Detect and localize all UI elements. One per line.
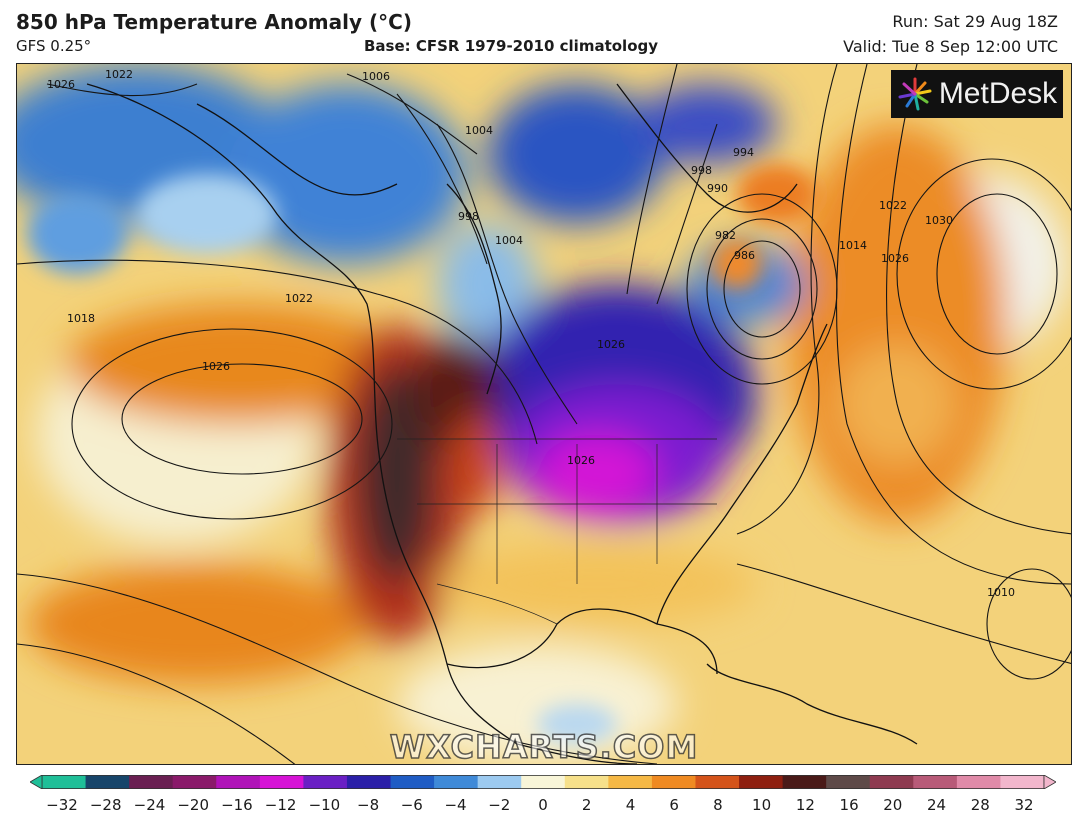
starburst-logo-icon	[898, 77, 932, 111]
metdesk-logo: MetDesk	[891, 70, 1063, 118]
contour-label: 1004	[465, 124, 493, 137]
contour-label: 994	[733, 146, 754, 159]
colorbar-segment	[956, 775, 1002, 789]
contour-label: 1022	[285, 292, 313, 305]
colorbar-segment	[1000, 775, 1045, 789]
contour-label: 998	[458, 210, 479, 223]
logo-text: MetDesk	[938, 77, 1058, 110]
contour-label: 1004	[495, 234, 523, 247]
colorbar-right-arrow	[1043, 775, 1056, 789]
colorbar-segment	[172, 775, 217, 789]
colorbar-tick-label: 16	[839, 796, 859, 814]
coastlines	[86, 83, 918, 764]
contour-label: 1022	[105, 68, 133, 81]
colorbar-tick-label: −8	[357, 796, 380, 814]
colorbar-tick-label: 28	[970, 796, 990, 814]
contour-label-group: 1022 1026 1006 1004 998 994 990 982 986 …	[47, 68, 1015, 599]
chart-title: 850 hPa Temperature Anomaly (°C)	[16, 10, 412, 34]
contour-label: 1026	[47, 78, 75, 91]
colorbar-tick-label: 4	[625, 796, 636, 814]
run-time-label: Run: Sat 29 Aug 18Z	[892, 12, 1058, 31]
colorbar-segment	[651, 775, 697, 789]
colorbar-tick-label: −16	[221, 796, 253, 814]
colorbar-tick-label: −4	[444, 796, 467, 814]
valid-time-label: Valid: Tue 8 Sep 12:00 UTC	[843, 37, 1058, 56]
colorbar-tick-label: −12	[264, 796, 297, 814]
colorbar-tick-label: −20	[177, 796, 210, 814]
colorbar-tick-label: 0	[538, 796, 548, 814]
watermark: WXCHARTS.COM	[389, 727, 699, 765]
isobars	[17, 64, 1071, 764]
colorbar-segment	[695, 775, 740, 789]
contour-label: 1026	[597, 338, 625, 351]
colorbar-segment	[477, 775, 522, 789]
contour-label: 1022	[879, 199, 907, 212]
colorbar-tick-label: 6	[669, 796, 679, 814]
colorbar-tick-label: 24	[926, 796, 947, 814]
colorbar-tick-label: 10	[752, 796, 772, 814]
contour-label: 1006	[362, 70, 390, 83]
colorbar-segment	[564, 775, 609, 789]
temperature-field-detail	[27, 164, 817, 744]
colorbar-tick-label: 32	[1014, 796, 1034, 814]
colorbar-segment	[739, 775, 784, 789]
contour-label: 1026	[567, 454, 595, 467]
contour-label: 986	[734, 249, 755, 262]
colorbar-segment	[346, 775, 392, 789]
colorbar-segment	[259, 775, 304, 789]
colorbar-segment	[390, 775, 435, 789]
contour-label: 1030	[925, 214, 953, 227]
colorbar-segment	[129, 775, 174, 789]
colorbar-tick-label: −6	[400, 796, 423, 814]
colorbar-segment	[608, 775, 653, 789]
colorbar-segment	[303, 775, 348, 789]
model-label: GFS 0.25°	[16, 37, 92, 55]
contour-label: 998	[691, 164, 712, 177]
contour-label: 982	[715, 229, 736, 242]
colorbar-tick-label: 8	[713, 796, 723, 814]
contour-label: 1026	[881, 252, 909, 265]
colorbar-segment	[216, 775, 261, 789]
contour-label: 1014	[839, 239, 867, 252]
political-borders	[397, 438, 717, 625]
colorbar-tick-label: −32	[46, 796, 78, 814]
anomaly-map[interactable]: 1022 1026 1006 1004 998 994 990 982 986 …	[16, 63, 1072, 765]
colorbar-segment	[826, 775, 871, 789]
contour-label: 990	[707, 182, 728, 195]
contour-label: 1018	[67, 312, 95, 325]
climatology-base-label: Base: CFSR 1979-2010 climatology	[364, 37, 659, 55]
colorbar-segment	[42, 775, 87, 789]
colorbar-tick-label: 12	[795, 796, 815, 814]
colorbar-tick-label: −2	[488, 796, 511, 814]
contour-label: 1010	[987, 586, 1015, 599]
colorbar	[30, 775, 1056, 789]
contour-label: 1026	[202, 360, 230, 373]
colorbar-tick-label: 2	[581, 796, 592, 814]
colorbar-segment	[869, 775, 914, 789]
colorbar-segment	[434, 775, 479, 789]
colorbar-segment	[782, 775, 827, 789]
colorbar-left-arrow	[30, 775, 43, 789]
colorbar-tick-label: 20	[883, 796, 903, 814]
colorbar-segment	[85, 775, 130, 789]
colorbar-tick-label: −10	[308, 796, 341, 814]
colorbar-segment	[913, 775, 958, 789]
colorbar-tick-label: −24	[133, 796, 166, 814]
colorbar-segment	[521, 775, 566, 789]
colorbar-tick-label: −28	[89, 796, 122, 814]
colorbar-tick-labels: −32 −28 −24 −20 −16 −12 −10 −8 −6 −4 −2 0 2 4 6 8 10 12 16…	[0, 796, 1074, 818]
